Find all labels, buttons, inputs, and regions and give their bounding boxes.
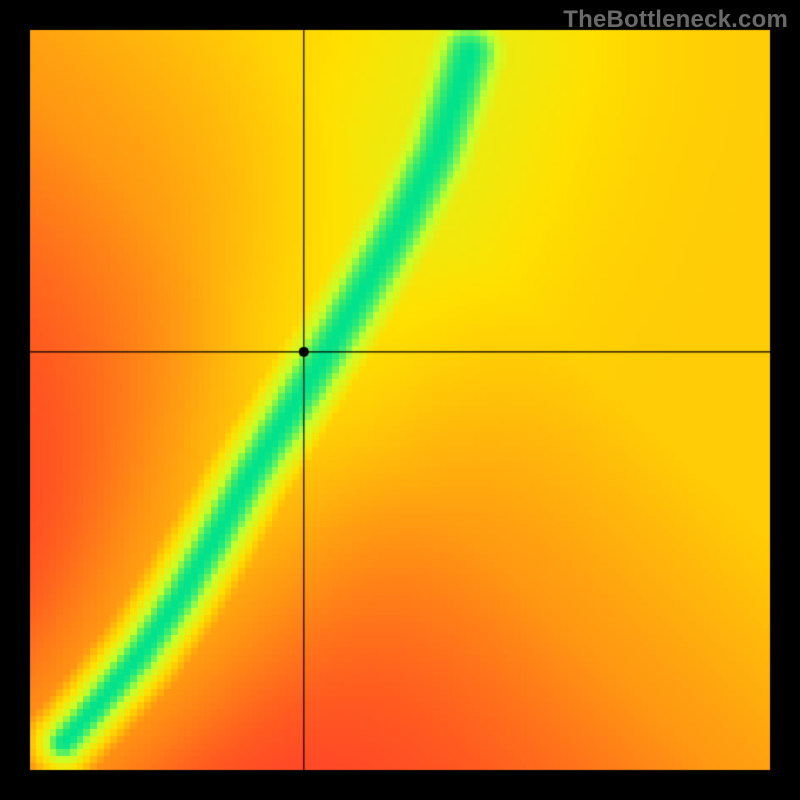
- heatmap-chart: [0, 0, 800, 800]
- watermark-text: TheBottleneck.com: [563, 6, 788, 34]
